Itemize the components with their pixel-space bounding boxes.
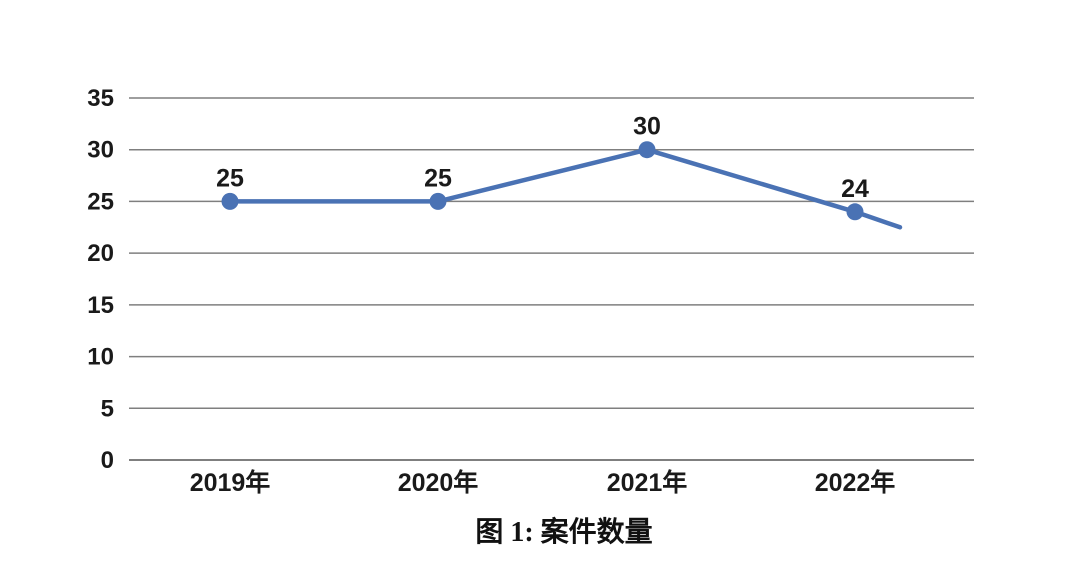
y-tick-label: 5 [101, 395, 114, 422]
series-line [227, 147, 903, 230]
y-tick-label: 30 [87, 137, 114, 164]
y-tick-label: 25 [87, 188, 114, 215]
gridlines [129, 97, 974, 461]
x-tick-label: 2020年 [398, 468, 479, 497]
y-tick-label: 35 [87, 85, 114, 112]
x-tick-label: 2021年 [607, 468, 688, 497]
y-tick-label: 15 [87, 292, 114, 319]
chart-caption: 图 1: 案件数量 [475, 515, 652, 548]
x-axis-tick-labels: 2019年 2020年 2021年 2022年 [190, 468, 896, 497]
y-tick-label: 10 [87, 344, 114, 371]
x-tick-label: 2022年 [815, 468, 896, 497]
data-point-marker [429, 192, 447, 210]
x-tick-label: 2019年 [190, 468, 271, 497]
data-label: 25 [216, 164, 244, 192]
data-label: 24 [841, 175, 869, 203]
y-tick-label: 20 [87, 240, 114, 267]
data-point-marker [638, 141, 656, 159]
data-point-marker [846, 203, 864, 221]
data-labels: 25 25 30 24 [216, 113, 869, 203]
series-case-count [221, 141, 903, 230]
y-axis-tick-labels: 0 5 10 15 20 25 30 35 [87, 85, 114, 474]
data-point-marker [221, 192, 239, 210]
data-label: 30 [633, 113, 661, 141]
data-label: 25 [424, 164, 452, 192]
y-tick-label: 0 [101, 447, 114, 474]
